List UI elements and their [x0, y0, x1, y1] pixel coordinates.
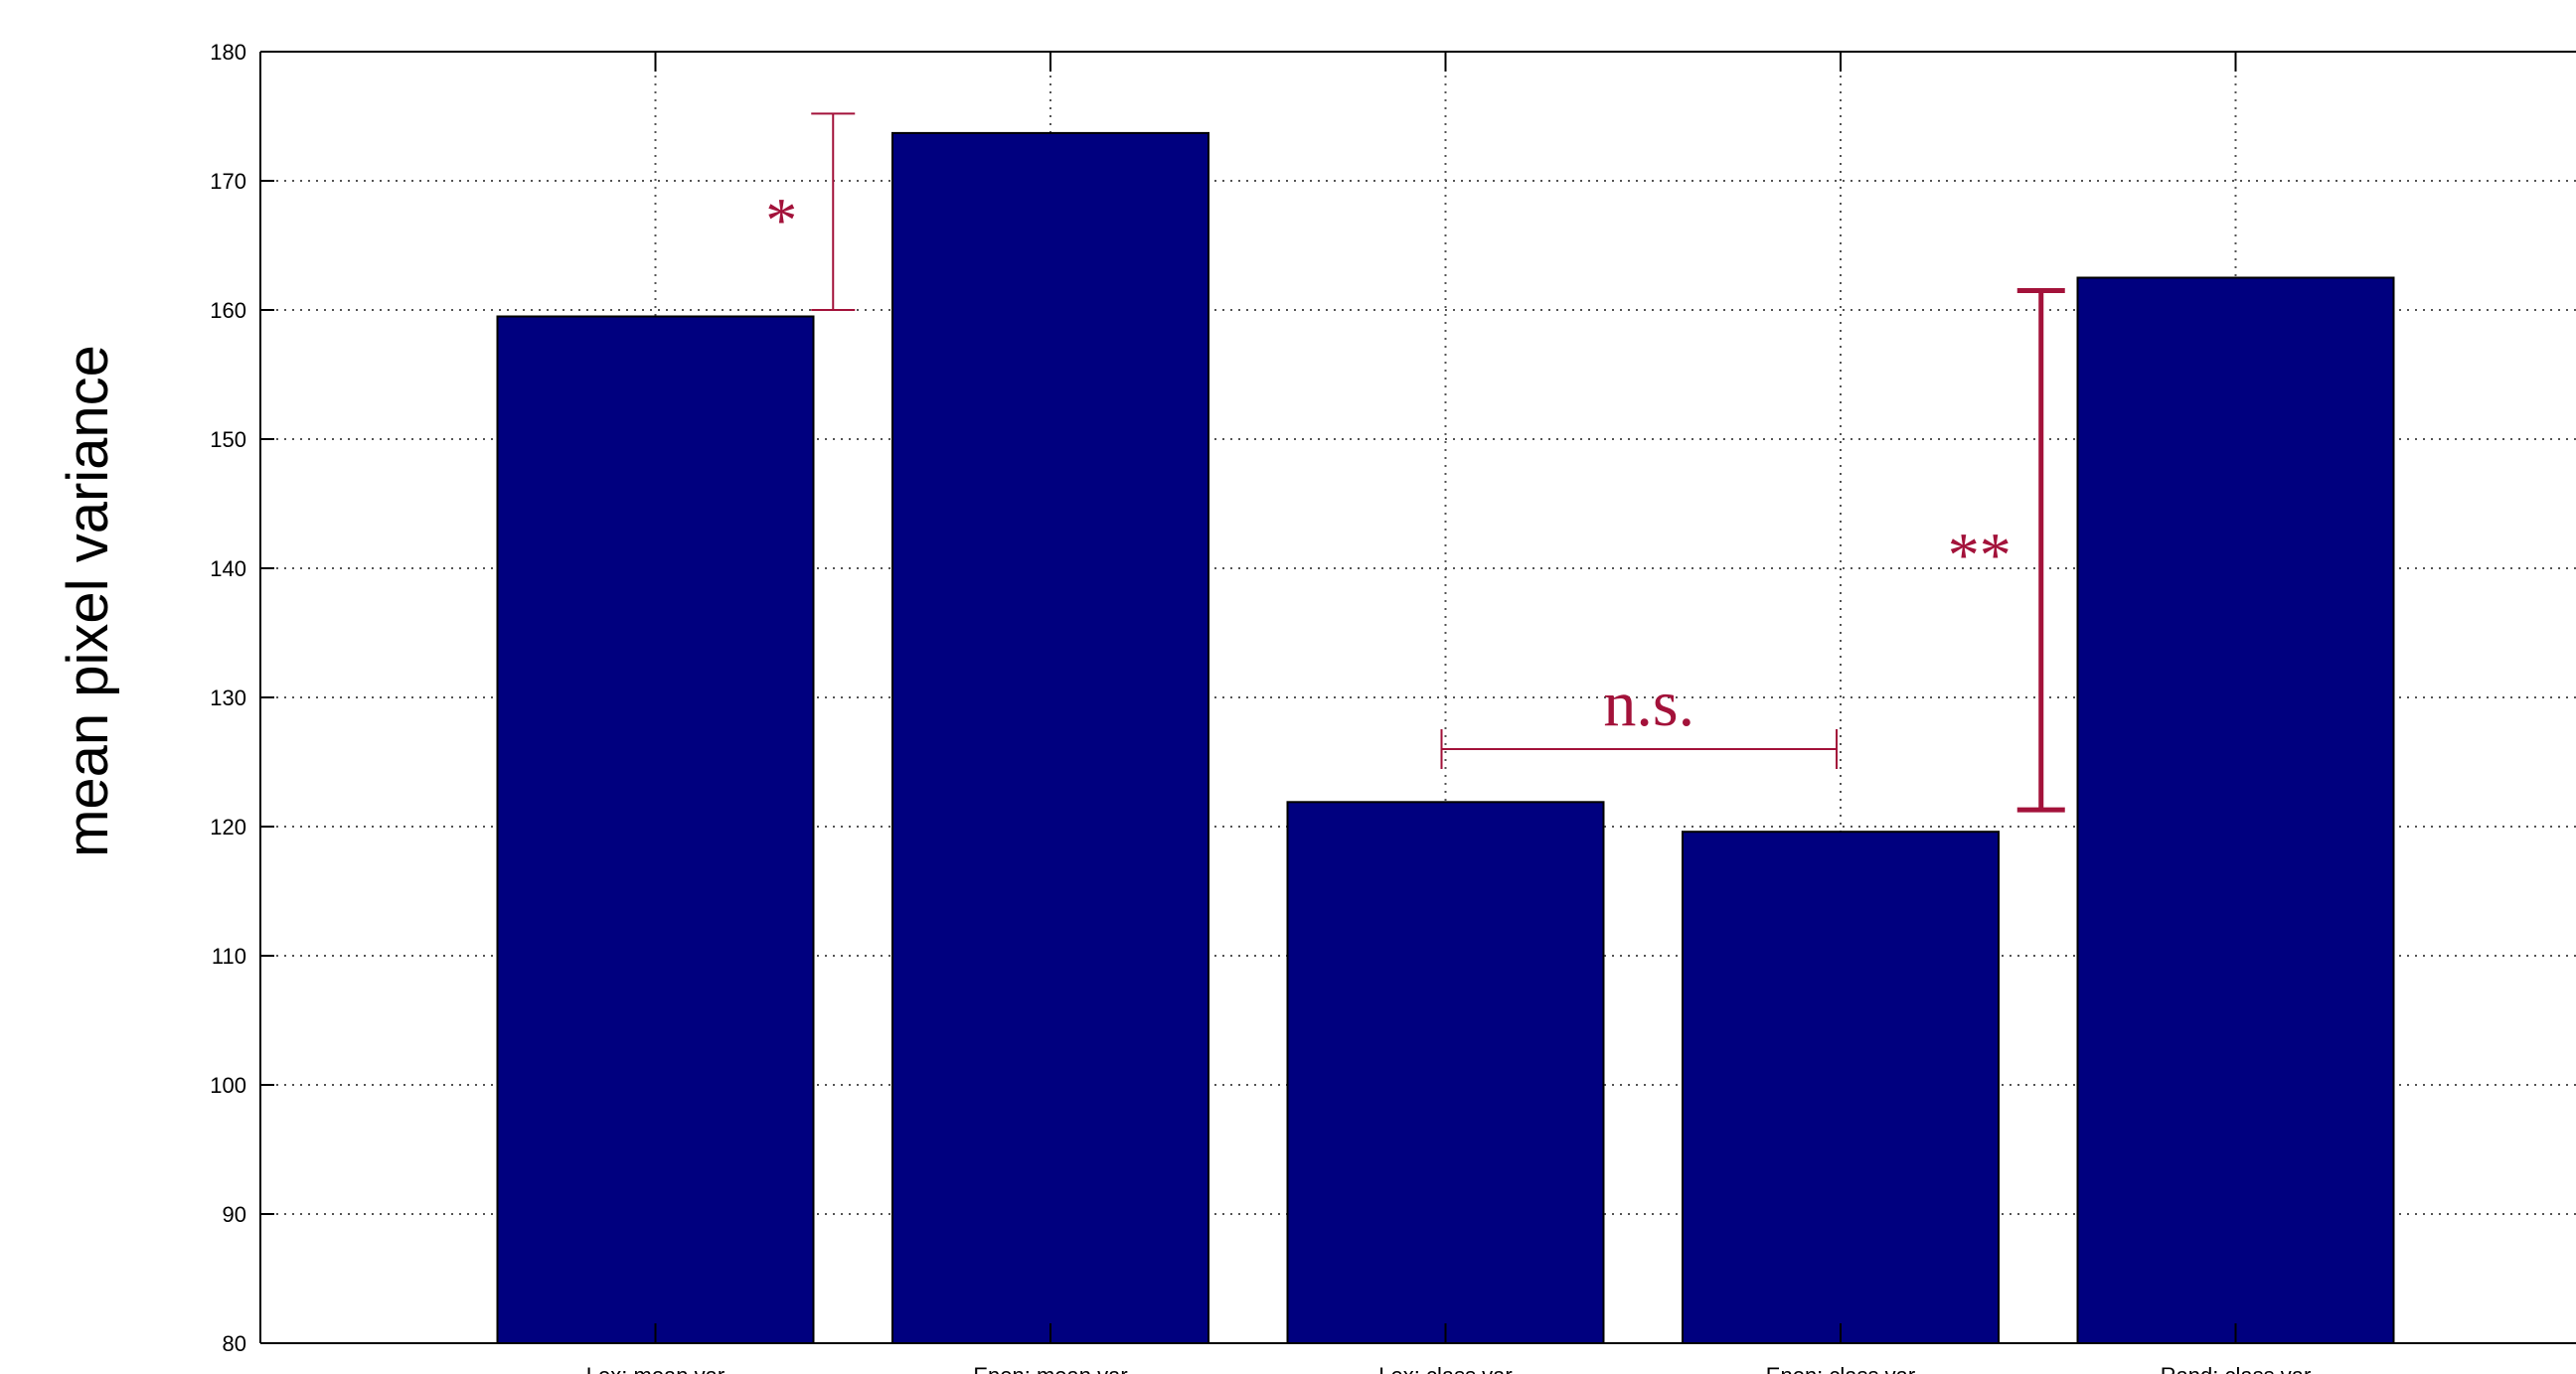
x-tick-label: Enen: mean var	[973, 1363, 1127, 1374]
y-tick-label: 180	[210, 40, 246, 65]
x-tick-label: Lex: class var	[1378, 1363, 1513, 1374]
y-tick-label: 170	[210, 169, 246, 194]
bar	[2076, 276, 2395, 1344]
bar	[496, 315, 815, 1344]
y-tick-label: 80	[223, 1331, 246, 1356]
x-tick-label: Lex: mean var	[586, 1363, 724, 1374]
y-tick-label: 90	[223, 1202, 246, 1227]
sig-label-2: n.s.	[1603, 668, 1694, 740]
bar	[1286, 801, 1605, 1344]
annotations: * n.s. **	[765, 112, 2065, 813]
bar	[891, 131, 1209, 1344]
bar	[1682, 831, 2000, 1344]
x-tick-label: Enen: class var	[1766, 1363, 1915, 1374]
y-tick-label: 160	[210, 298, 246, 323]
y-axis-label: mean pixel variance	[56, 345, 120, 857]
y-tick-label: 120	[210, 815, 246, 840]
bars	[496, 131, 2395, 1344]
y-tick-label: 100	[210, 1073, 246, 1098]
tick-labels: 80 90 100 110 120 130 140 150 160 170 180 Lex: mean…	[210, 40, 2311, 1374]
y-tick-label: 130	[210, 686, 246, 710]
y-tick-label: 140	[210, 556, 246, 581]
y-tick-label: 150	[210, 427, 246, 452]
axes	[259, 51, 2576, 1344]
x-tick-label: Rand: class var	[2161, 1363, 2312, 1374]
y-tick-label: 110	[212, 944, 246, 969]
sig-label-1: *	[765, 185, 797, 255]
sig-label-3: **	[1948, 520, 2012, 590]
